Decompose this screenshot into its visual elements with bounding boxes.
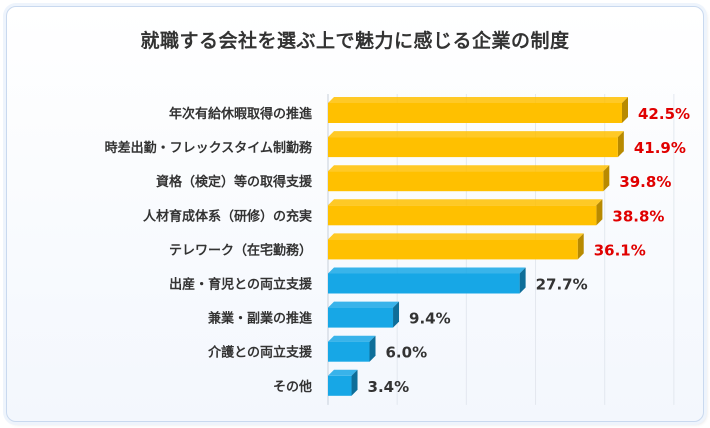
value-label: 9.4% <box>409 310 451 328</box>
bar <box>328 335 376 362</box>
bar-side-face <box>577 233 584 260</box>
bar-side-face <box>622 97 628 123</box>
bar-top-face <box>328 131 624 138</box>
value-label: 6.0% <box>386 344 428 362</box>
bar <box>328 301 400 328</box>
category-label: 年次有給休暇取得の推進 <box>169 106 312 122</box>
value-label: 39.8% <box>619 173 671 191</box>
bar-front-face <box>328 341 370 362</box>
value-label: 38.8% <box>612 207 664 225</box>
bar-side-face <box>603 165 610 192</box>
category-label: その他 <box>273 379 312 395</box>
bar-side-face <box>369 335 376 362</box>
category-label: 資格（検定）等の取得支援 <box>156 174 313 190</box>
bar-top-face <box>328 97 628 103</box>
bar-front-face <box>328 103 622 123</box>
category-label: 出産・育児との両立支援 <box>169 277 313 293</box>
bar <box>328 165 610 192</box>
category-label: テレワーク（在宅勤務） <box>169 242 312 258</box>
bar-side-face <box>393 301 400 328</box>
value-label: 42.5% <box>638 105 690 123</box>
bar-front-face <box>328 273 520 294</box>
category-label: 兼業・副業の推進 <box>208 311 312 327</box>
bar-top-face <box>328 199 603 206</box>
category-label: 人材育成体系（研修）の充実 <box>143 208 312 224</box>
bar-front-face <box>328 205 597 226</box>
bar-front-face <box>328 307 394 328</box>
bar-top-face <box>328 267 526 274</box>
value-label: 41.9% <box>634 139 686 157</box>
bar-front-face <box>328 239 578 260</box>
bar <box>328 233 584 260</box>
bar-side-face <box>351 369 358 396</box>
bar-front-face <box>328 375 352 396</box>
bar-top-face <box>328 369 358 376</box>
chart-title: 就職する会社を選ぶ上で魅力に感じる企業の制度 <box>140 30 570 52</box>
bar-side-face <box>519 267 526 294</box>
value-label: 3.4% <box>368 378 410 396</box>
bar-top-face <box>328 165 610 172</box>
bar <box>328 97 628 123</box>
bar <box>328 199 603 226</box>
value-label: 27.7% <box>536 276 588 294</box>
category-label: 時差出勤・フレックスタイム制勤務 <box>105 140 313 156</box>
bar-side-face <box>617 131 624 158</box>
bar-top-face <box>328 301 400 308</box>
bar-front-face <box>328 171 604 192</box>
bar-side-face <box>596 199 603 226</box>
value-label: 36.1% <box>594 241 646 259</box>
bar-top-face <box>328 335 376 342</box>
bar <box>328 131 624 158</box>
category-label: 介護との両立支援 <box>207 345 313 361</box>
bar <box>328 369 358 396</box>
bar <box>328 267 526 294</box>
bar-top-face <box>328 233 584 240</box>
bar-front-face <box>328 137 618 158</box>
